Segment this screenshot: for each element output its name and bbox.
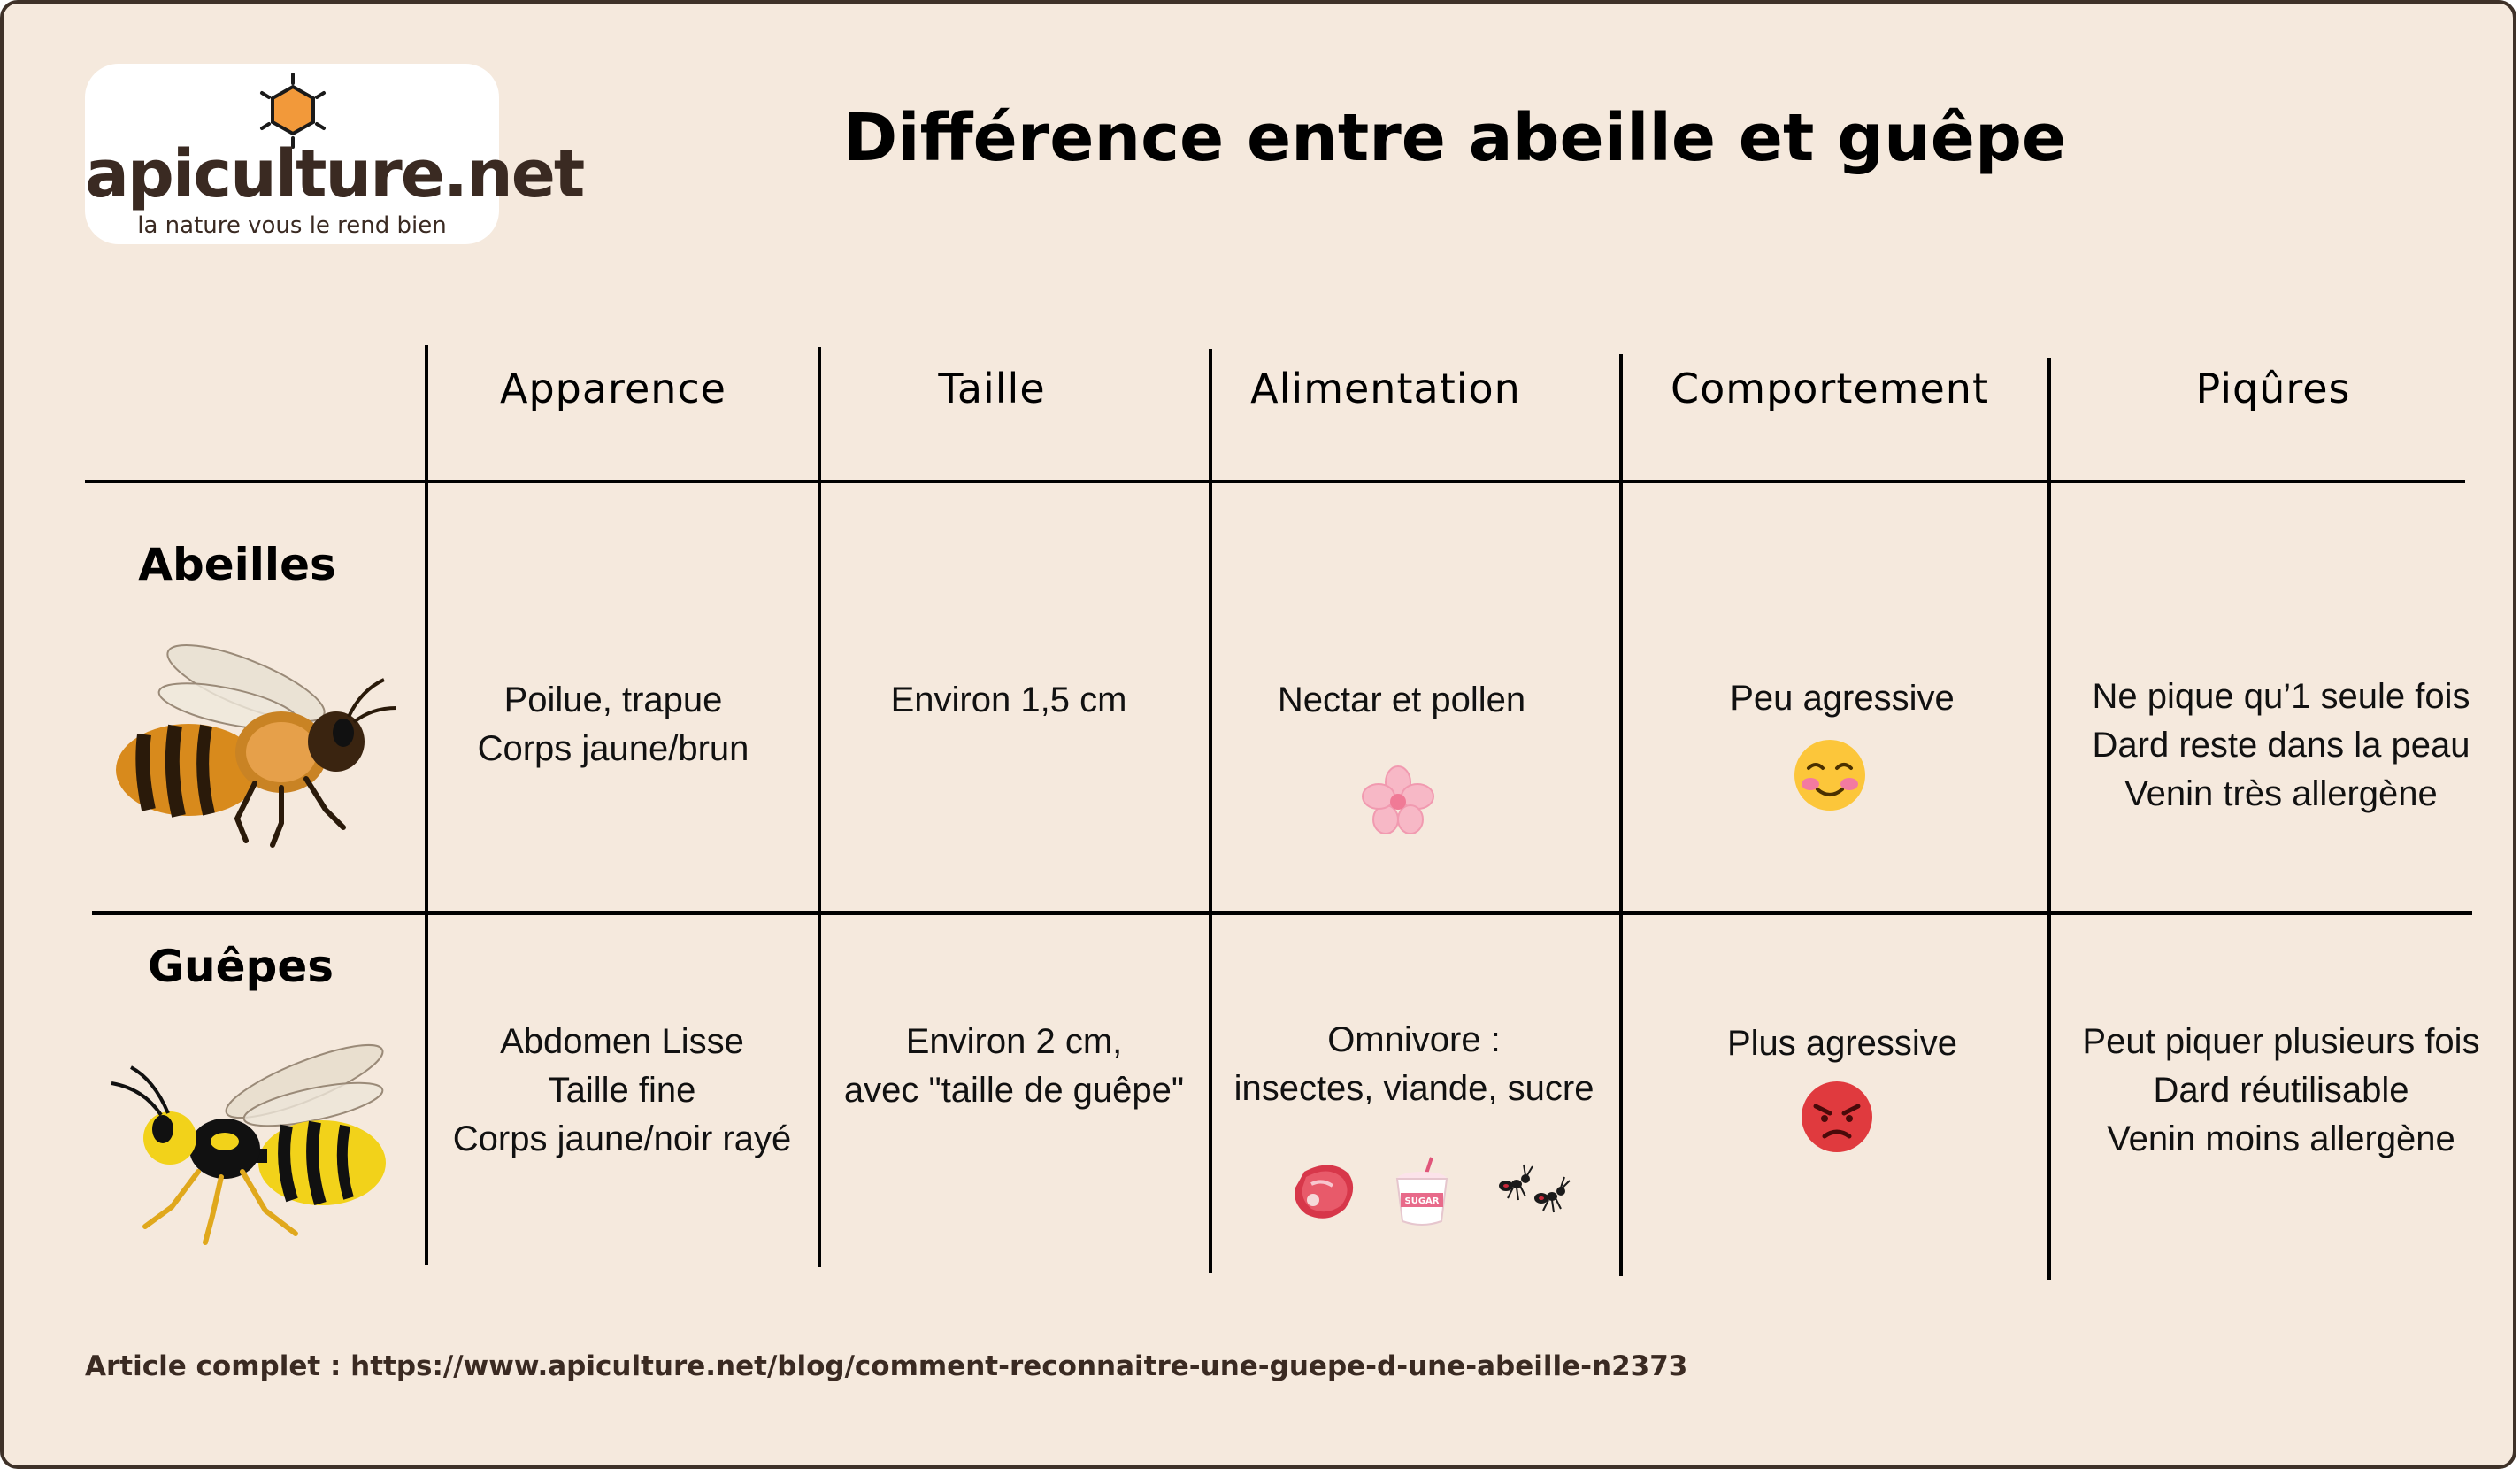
grid-vline-5	[2048, 358, 2051, 1280]
sugar-label: SUGAR	[1405, 1196, 1440, 1206]
page-title: Différence entre abeille et guêpe	[842, 100, 2067, 176]
angry-face-emoji-icon	[1802, 1081, 1872, 1152]
cell-line: Ne pique qu’1 seule fois	[2092, 677, 2470, 716]
cell-guepes-comportement: Plus agressive	[1623, 1019, 2062, 1068]
cell-abeilles-taille: Environ 1,5 cm	[821, 676, 1196, 725]
sugar-cup-icon: SUGAR	[1395, 1157, 1448, 1226]
grid-vline-2	[818, 347, 821, 1267]
cell-line: Peut piquer plusieurs fois	[2082, 1022, 2480, 1061]
header-divider	[85, 480, 2465, 483]
cell-line: Plus agressive	[1726, 1024, 1958, 1063]
cell-guepes-piqures: Peut piquer plusieurs fois Dard réutilis…	[2051, 1018, 2511, 1164]
cell-line: Environ 1,5 cm	[890, 681, 1127, 719]
cell-guepes-apparence: Abdomen Lisse Taille fine Corps jaune/no…	[421, 1018, 823, 1164]
article-link[interactable]: Article complet : https://www.apiculture…	[85, 1350, 1688, 1382]
cell-line: Taille fine	[548, 1071, 696, 1110]
grid-vline-1	[425, 345, 428, 1265]
wasp-icon	[111, 1043, 386, 1245]
cell-line: Poilue, trapue	[503, 681, 723, 719]
cell-abeilles-alimentation: Nectar et pollen	[1212, 676, 1591, 725]
cell-line: Corps jaune/noir rayé	[452, 1119, 792, 1158]
grid-vline-3	[1209, 349, 1212, 1273]
cell-line: Venin très allergène	[2124, 774, 2438, 813]
cell-abeilles-comportement: Peu agressive	[1623, 674, 2062, 723]
cell-line: insectes, viande, sucre	[1233, 1069, 1594, 1108]
cell-line: Venin moins allergène	[2107, 1119, 2455, 1158]
cell-guepes-taille: Environ 2 cm, avec "taille de guêpe"	[821, 1018, 1207, 1115]
cell-line: Abdomen Lisse	[500, 1022, 744, 1061]
cell-abeilles-apparence: Poilue, trapue Corps jaune/brun	[428, 676, 798, 773]
grid-vline-4	[1619, 354, 1623, 1276]
cell-line: Dard reste dans la peau	[2092, 726, 2470, 765]
smiling-blush-emoji-icon	[1794, 740, 1865, 811]
cell-line: Environ 2 cm,	[905, 1022, 1123, 1061]
column-header-taille: Taille	[938, 365, 1046, 412]
cell-line: Nectar et pollen	[1277, 681, 1526, 719]
column-header-comportement: Comportement	[1671, 365, 1989, 412]
cell-line: Omnivore :	[1327, 1020, 1501, 1059]
cell-line: Peu agressive	[1730, 679, 1955, 718]
flower-icon	[1362, 765, 1434, 834]
cell-line: avec "taille de guêpe"	[843, 1071, 1185, 1110]
row-label-guepes: Guêpes	[147, 941, 334, 992]
cell-line: Corps jaune/brun	[477, 729, 749, 768]
ants-icon	[1499, 1164, 1571, 1213]
row-label-abeilles: Abeilles	[138, 539, 336, 590]
cell-guepes-alimentation: Omnivore : insectes, viande, sucre	[1212, 1016, 1616, 1113]
cell-abeilles-piqures: Ne pique qu’1 seule fois Dard reste dans…	[2051, 673, 2511, 819]
column-header-alimentation: Alimentation	[1250, 365, 1521, 412]
column-header-apparence: Apparence	[499, 365, 726, 412]
logo-tagline: la nature vous le rend bien	[137, 212, 447, 239]
logo[interactable]: apiculture.net la nature vous le rend bi…	[85, 64, 585, 244]
meat-icon	[1295, 1165, 1354, 1219]
row-divider	[92, 911, 2472, 915]
bee-icon	[116, 644, 397, 848]
cell-line: Dard réutilisable	[2153, 1071, 2409, 1110]
logo-name: apiculture.net	[85, 136, 585, 212]
column-header-piqures: Piqûres	[2195, 365, 2351, 412]
honeycomb-sun-icon	[260, 73, 326, 149]
